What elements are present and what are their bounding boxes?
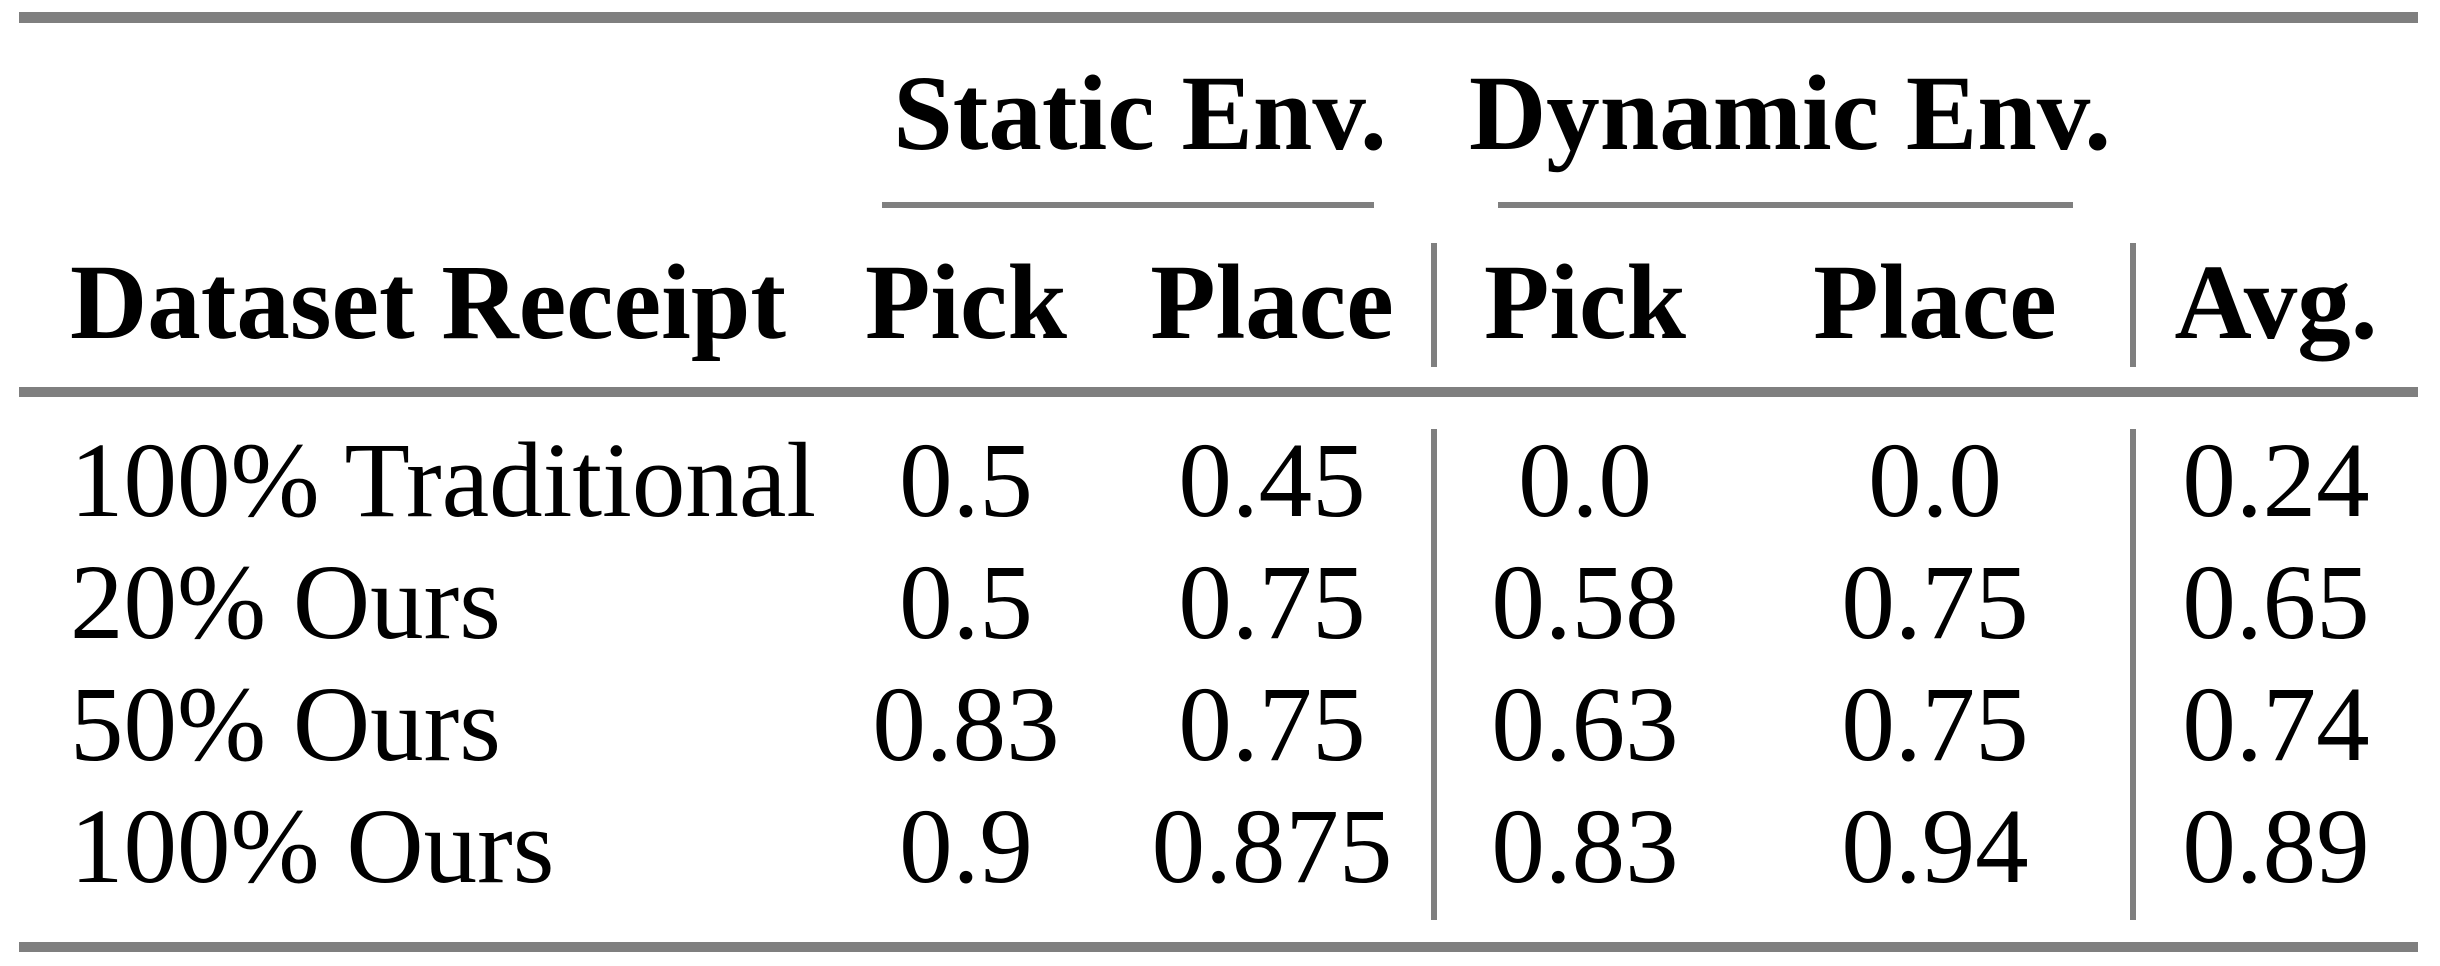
cell-static-place: 0.45: [1178, 422, 1366, 540]
header-static-place: Place: [1150, 244, 1394, 362]
cell-static-pick: 0.9: [899, 788, 1033, 906]
row-label: 100% Ours: [70, 788, 555, 906]
header-dataset-receipt: Dataset Receipt: [70, 244, 787, 362]
row-label: 20% Ours: [70, 544, 501, 662]
cell-static-place: 0.75: [1178, 544, 1366, 662]
vertical-separator-static-dynamic-header: [1431, 243, 1437, 367]
table-header-rule: [19, 387, 2418, 397]
cell-avg: 0.89: [2182, 788, 2370, 906]
cell-dynamic-pick: 0.83: [1491, 788, 1679, 906]
cell-dynamic-place: 0.75: [1841, 544, 2029, 662]
row-label: 100% Traditional: [70, 422, 817, 540]
cell-dynamic-pick: 0.58: [1491, 544, 1679, 662]
column-group-static-env: Static Env.: [893, 55, 1387, 173]
cell-static-pick: 0.5: [899, 544, 1033, 662]
cell-static-place: 0.875: [1151, 788, 1393, 906]
cell-dynamic-place: 0.94: [1841, 788, 2029, 906]
table-bottom-rule: [19, 942, 2418, 952]
vertical-separator-dynamic-avg-body: [2130, 429, 2136, 920]
cell-static-pick: 0.83: [872, 666, 1060, 784]
cell-dynamic-place: 0.75: [1841, 666, 2029, 784]
header-static-pick: Pick: [864, 244, 1068, 362]
vertical-separator-static-dynamic-body: [1431, 429, 1437, 920]
column-group-dynamic-env: Dynamic Env.: [1468, 55, 2112, 173]
vertical-separator-dynamic-avg-header: [2130, 243, 2136, 367]
cell-avg: 0.65: [2182, 544, 2370, 662]
cell-avg: 0.24: [2182, 422, 2370, 540]
dynamic-group-underline: [1498, 202, 2073, 208]
header-dynamic-place: Place: [1813, 244, 2057, 362]
row-label: 50% Ours: [70, 666, 501, 784]
header-avg: Avg.: [2174, 244, 2378, 362]
cell-dynamic-pick: 0.0: [1518, 422, 1652, 540]
cell-static-place: 0.75: [1178, 666, 1366, 784]
table-top-rule: [19, 12, 2418, 23]
header-dynamic-pick: Pick: [1483, 244, 1687, 362]
static-group-underline: [882, 202, 1374, 208]
cell-dynamic-pick: 0.63: [1491, 666, 1679, 784]
cell-dynamic-place: 0.0: [1868, 422, 2002, 540]
cell-static-pick: 0.5: [899, 422, 1033, 540]
cell-avg: 0.74: [2182, 666, 2370, 784]
